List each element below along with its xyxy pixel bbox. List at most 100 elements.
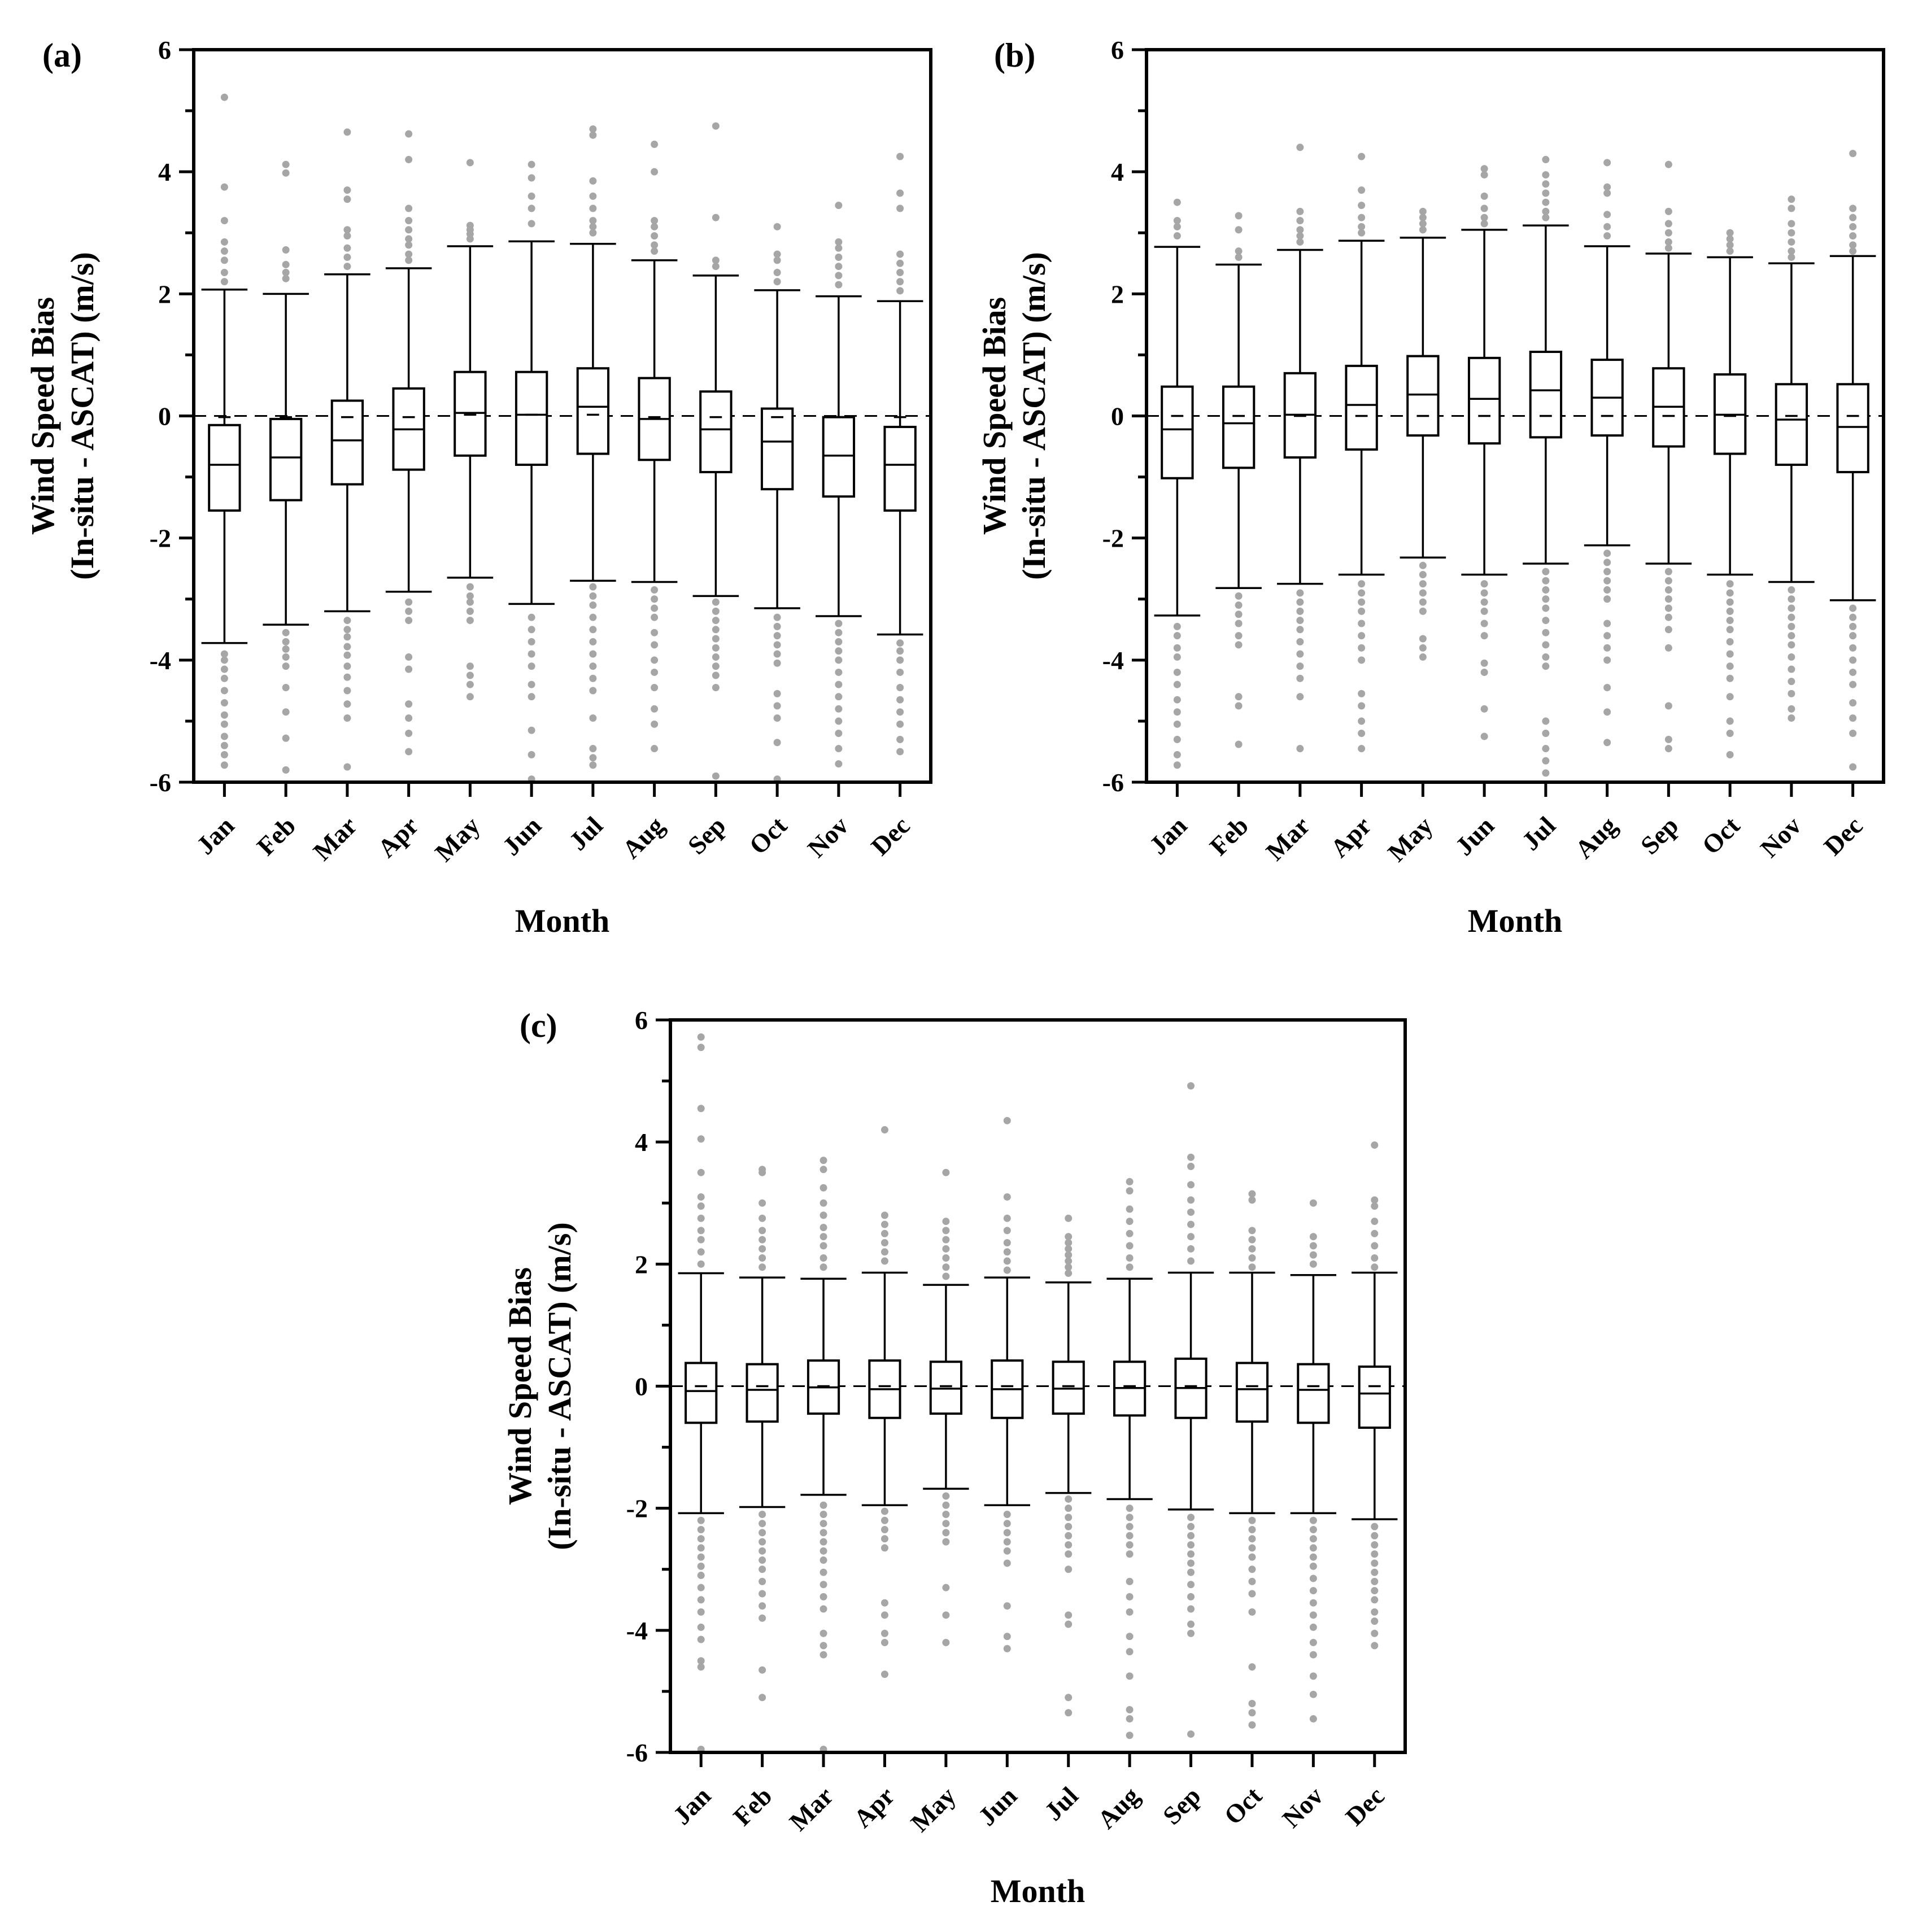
outlier-point [1065, 1233, 1073, 1241]
outlier-point [528, 638, 535, 646]
outlier-point [697, 1135, 705, 1143]
outlier-point [1296, 745, 1304, 753]
outlier-point [697, 1525, 705, 1533]
outlier-point [1003, 1248, 1011, 1256]
x-tick-label: Oct [1218, 1781, 1267, 1830]
x-tick-label: Dec [1340, 1781, 1389, 1831]
outlier-point [942, 1245, 950, 1253]
iqr-box [760, 407, 794, 491]
outlier-point [1235, 226, 1243, 234]
outlier-point [1003, 1239, 1011, 1247]
outlier-point [466, 617, 474, 625]
y-tick-label: 2 [635, 1250, 648, 1279]
outlier-point [896, 269, 904, 277]
outlier-point [1187, 1605, 1195, 1613]
outlier-point [1248, 1196, 1256, 1204]
outlier-point [1126, 1732, 1134, 1739]
outlier-point [773, 641, 781, 649]
outlier-point [1235, 212, 1243, 220]
outlier-point [1603, 211, 1611, 219]
outlier-point [1371, 1532, 1379, 1540]
outlier-point [896, 656, 904, 664]
outlier-point [896, 696, 904, 704]
box-feb [263, 160, 309, 774]
outlier-point [282, 246, 290, 254]
outlier-point [343, 651, 351, 659]
outlier-point [880, 1525, 888, 1533]
outlier-point [1065, 1270, 1073, 1277]
outlier-point [712, 617, 720, 625]
outlier-point [1296, 589, 1304, 597]
outlier-point [1358, 717, 1366, 725]
outlier-point [759, 1602, 766, 1610]
outlier-point [1173, 223, 1181, 230]
outlier-point [1419, 589, 1427, 597]
outlier-point [1187, 1162, 1195, 1170]
outlier-point [1664, 735, 1672, 743]
outlier-point [589, 674, 597, 682]
outlier-point [759, 1520, 766, 1528]
outlier-point [1480, 732, 1488, 740]
outlier-point [528, 693, 535, 701]
outlier-point [220, 720, 228, 728]
outlier-point [343, 763, 351, 771]
outlier-point [1542, 730, 1550, 738]
outlier-point [835, 681, 843, 688]
outlier-point [1664, 626, 1672, 634]
outlier-point [697, 1544, 705, 1552]
outlier-point [880, 1671, 888, 1678]
outlier-point [712, 662, 720, 670]
outlier-point [528, 174, 535, 182]
outlier-point [1726, 650, 1734, 658]
outlier-point [528, 726, 535, 734]
outlier-point [880, 1211, 888, 1219]
outlier-point [651, 720, 659, 728]
x-tick-label: May [905, 1781, 961, 1837]
outlier-point [589, 601, 597, 609]
outlier-point [697, 1608, 705, 1616]
outlier-point [1849, 632, 1857, 640]
outlier-point [1419, 644, 1427, 652]
outlier-point [343, 263, 351, 271]
outlier-point [1788, 253, 1795, 261]
outlier-point [1296, 232, 1304, 240]
y-axis-title-line1: Wind Speed Bias [502, 1267, 538, 1505]
outlier-point [1235, 601, 1243, 609]
outlier-point [1542, 568, 1550, 575]
outlier-point [697, 1516, 705, 1524]
outlier-point [880, 1629, 888, 1637]
outlier-point [1309, 1251, 1317, 1259]
outlier-point [220, 247, 228, 255]
outlier-point [942, 1236, 950, 1244]
outlier-point [1296, 217, 1304, 225]
outlier-point [1187, 1514, 1195, 1521]
outlier-point [773, 250, 781, 258]
outlier-point [1788, 641, 1795, 649]
box-dec [1352, 1141, 1398, 1650]
outlier-point [1371, 1242, 1379, 1250]
outlier-point [819, 1568, 827, 1576]
box-mar [800, 1157, 847, 1754]
outlier-point [773, 622, 781, 630]
outlier-point [282, 662, 290, 670]
outlier-point [220, 238, 228, 246]
outlier-point [1664, 207, 1672, 215]
outlier-point [1542, 180, 1550, 188]
iqr-box [1235, 1362, 1269, 1423]
outlier-point [896, 189, 904, 197]
y-tick-label: 6 [635, 1006, 648, 1035]
outlier-point [220, 269, 228, 277]
outlier-point [1542, 577, 1550, 585]
box-feb [739, 1166, 786, 1702]
outlier-point [589, 687, 597, 695]
outlier-point [1003, 1529, 1011, 1537]
outlier-point [651, 604, 659, 612]
outlier-point [1480, 580, 1488, 588]
outlier-point [819, 1263, 827, 1271]
box-sep [1645, 160, 1692, 753]
outlier-point [1358, 598, 1366, 606]
outlier-point [1065, 1532, 1073, 1540]
outlier-point [589, 125, 597, 133]
x-tick-label: Nov [1755, 811, 1807, 863]
outlier-point [343, 626, 351, 634]
